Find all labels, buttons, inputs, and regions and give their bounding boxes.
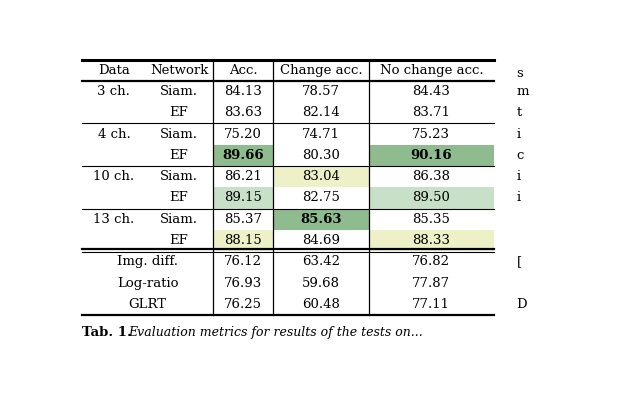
Text: Log-ratio: Log-ratio xyxy=(117,276,179,290)
Text: c: c xyxy=(516,149,524,162)
Text: 75.20: 75.20 xyxy=(224,128,262,141)
Bar xyxy=(369,145,494,166)
Text: Img. diff.: Img. diff. xyxy=(117,255,178,268)
Text: 89.15: 89.15 xyxy=(224,192,262,205)
Bar xyxy=(369,230,494,251)
Text: 77.87: 77.87 xyxy=(412,276,451,290)
Text: 76.82: 76.82 xyxy=(412,255,451,268)
Text: 84.69: 84.69 xyxy=(302,234,340,247)
Bar xyxy=(212,230,273,251)
Text: i: i xyxy=(516,170,520,183)
Text: 4 ch.: 4 ch. xyxy=(97,128,131,141)
Text: GLRT: GLRT xyxy=(129,298,166,311)
Text: EF: EF xyxy=(170,106,188,119)
Text: Siam.: Siam. xyxy=(160,85,198,98)
Text: 13 ch.: 13 ch. xyxy=(93,213,134,226)
Text: Evaluation metrics for results of the tests on...: Evaluation metrics for results of the te… xyxy=(128,326,423,339)
Text: i: i xyxy=(516,128,520,141)
Bar xyxy=(369,187,494,209)
Text: s: s xyxy=(516,67,524,80)
Text: 89.66: 89.66 xyxy=(222,149,264,162)
Text: 77.11: 77.11 xyxy=(412,298,451,311)
Text: 75.23: 75.23 xyxy=(412,128,451,141)
Text: t: t xyxy=(516,106,522,119)
Text: 86.21: 86.21 xyxy=(224,170,262,183)
Text: Change acc.: Change acc. xyxy=(280,64,362,77)
Text: Siam.: Siam. xyxy=(160,128,198,141)
Text: Siam.: Siam. xyxy=(160,170,198,183)
Text: 85.37: 85.37 xyxy=(224,213,262,226)
Text: EF: EF xyxy=(170,234,188,247)
Text: Acc.: Acc. xyxy=(228,64,257,77)
Text: 78.57: 78.57 xyxy=(302,85,340,98)
Text: [: [ xyxy=(516,255,522,268)
Text: D: D xyxy=(516,298,527,311)
Text: 84.43: 84.43 xyxy=(412,85,451,98)
Text: 74.71: 74.71 xyxy=(302,128,340,141)
Text: 76.12: 76.12 xyxy=(224,255,262,268)
Text: Tab. 1.: Tab. 1. xyxy=(83,326,132,339)
Text: 90.16: 90.16 xyxy=(410,149,452,162)
Text: 83.63: 83.63 xyxy=(224,106,262,119)
Text: m: m xyxy=(516,85,529,98)
Bar xyxy=(273,166,369,187)
Text: 83.71: 83.71 xyxy=(412,106,451,119)
Text: 88.15: 88.15 xyxy=(224,234,262,247)
Text: EF: EF xyxy=(170,192,188,205)
Text: 89.50: 89.50 xyxy=(412,192,451,205)
Text: 82.75: 82.75 xyxy=(302,192,340,205)
Text: Siam.: Siam. xyxy=(160,213,198,226)
Text: 76.25: 76.25 xyxy=(224,298,262,311)
Text: i: i xyxy=(516,192,520,205)
Text: 10 ch.: 10 ch. xyxy=(93,170,134,183)
Text: 80.30: 80.30 xyxy=(302,149,340,162)
Text: 83.04: 83.04 xyxy=(302,170,340,183)
Text: 60.48: 60.48 xyxy=(302,298,340,311)
Text: 84.13: 84.13 xyxy=(224,85,262,98)
Text: Network: Network xyxy=(150,64,208,77)
Bar xyxy=(273,209,369,230)
Text: 85.35: 85.35 xyxy=(412,213,451,226)
Text: 86.38: 86.38 xyxy=(412,170,451,183)
Bar xyxy=(212,145,273,166)
Text: 82.14: 82.14 xyxy=(302,106,340,119)
Text: 63.42: 63.42 xyxy=(302,255,340,268)
Text: Data: Data xyxy=(98,64,130,77)
Text: 59.68: 59.68 xyxy=(302,276,340,290)
Bar xyxy=(212,187,273,209)
Text: No change acc.: No change acc. xyxy=(380,64,483,77)
Text: EF: EF xyxy=(170,149,188,162)
Text: 3 ch.: 3 ch. xyxy=(97,85,131,98)
Text: 85.63: 85.63 xyxy=(300,213,342,226)
Text: 76.93: 76.93 xyxy=(224,276,262,290)
Text: 88.33: 88.33 xyxy=(412,234,451,247)
